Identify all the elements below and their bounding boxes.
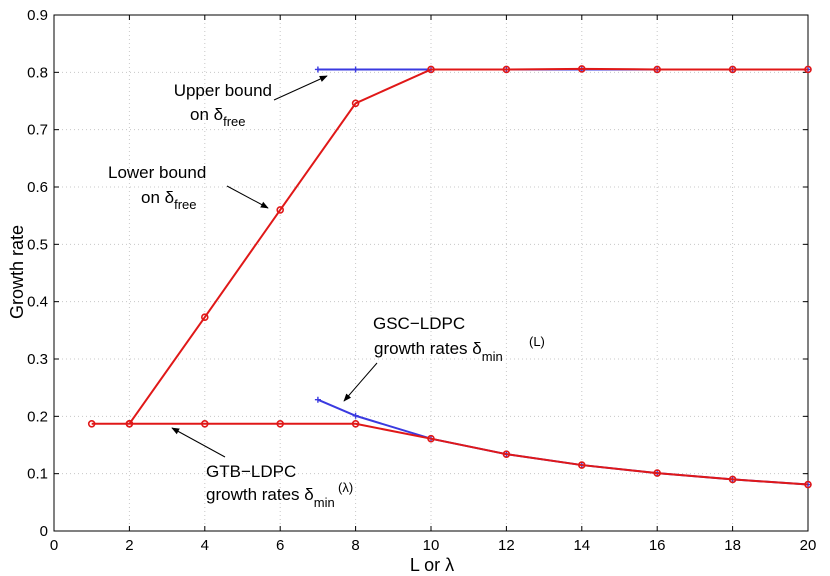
data-point [352,412,359,419]
annotation-gtb-ldpc: GTB−LDPC growth rates δmin (λ) [171,427,353,510]
x-tick-label: 20 [800,537,817,554]
annotation-lower-bound: Lower bound on δfree [108,163,269,212]
annotation-gtb-superscript: (λ) [338,480,353,495]
annotation-lower-subscript: free [174,197,196,212]
data-point [653,65,662,74]
annotation-gsc-line1: GSC−LDPC [373,314,465,333]
y-tick-label: 0.3 [27,351,48,368]
x-tick-label: 6 [276,537,284,554]
data-point [577,65,586,73]
y-tick-label: 0 [40,523,48,540]
data-point [276,419,285,428]
y-tick-label: 0.7 [27,122,48,139]
annotation-lower-delta: on δ [141,188,174,207]
y-tick-label: 0.5 [27,236,48,253]
annotation-gtb-subscript: min [314,495,335,510]
data-point [804,480,812,489]
annotation-gtb-line1: GTB−LDPC [206,462,296,481]
data-point [201,313,209,321]
y-tick-label: 0.9 [27,7,48,24]
data-point [314,66,321,73]
y-tick-label: 0.4 [27,294,48,311]
y-tick-label: 0.6 [27,179,48,196]
annotation-gsc-superscript: (L) [529,334,545,349]
y-tick-label: 0.1 [27,466,48,483]
series-1 [125,65,812,428]
y-tick-label: 0.2 [27,408,48,425]
data-series [87,65,812,489]
annotation-upper-line2: on δfree [190,105,246,129]
annotation-upper-arrow [273,75,328,101]
x-tick-label: 18 [724,537,741,554]
annotation-gsc-arrow [343,362,378,402]
x-tick-label: 16 [649,537,666,554]
annotation-gtb-line2: growth rates δmin [206,485,335,510]
annotation-gsc-delta: growth rates δ [374,339,482,358]
x-tick-label: 2 [125,537,133,554]
data-point [502,65,511,74]
grid [54,15,808,531]
x-tick-label: 8 [351,537,359,554]
annotation-gsc-subscript: min [482,349,503,364]
annotation-lower-line2: on δfree [141,188,197,212]
data-point [427,434,435,443]
x-axis-label: L or λ [410,555,454,575]
x-tick-label: 4 [201,537,209,554]
x-tick-label: 0 [50,537,58,554]
plot-area [53,14,809,532]
annotation-lower-arrow [226,185,269,209]
data-point [804,65,812,74]
data-point [352,66,359,73]
data-point [728,65,737,74]
data-point [87,419,96,428]
annotation-upper-bound: Upper bound on δfree [174,75,328,129]
x-tick-label: 14 [573,537,590,554]
data-point [653,469,662,477]
annotation-lower-line1: Lower bound [108,163,206,182]
data-point [728,475,737,484]
y-tick-label: 0.8 [27,64,48,81]
series-line [128,67,808,425]
annotation-upper-line1: Upper bound [174,81,272,100]
data-point [314,396,321,403]
data-point [427,65,435,74]
annotation-upper-subscript: free [223,114,245,129]
y-axis-label: Growth rate [7,225,27,319]
data-point [577,461,586,469]
data-point [502,450,511,458]
data-point [125,419,134,428]
annotation-upper-delta: on δ [190,105,223,124]
annotation-gsc-line2: growth rates δmin [374,339,503,364]
annotation-gtb-delta: growth rates δ [206,485,314,504]
x-tick-label: 12 [498,537,515,554]
data-point [201,419,209,428]
annotation-gsc-ldpc: GSC−LDPC growth rates δmin (L) [343,314,545,402]
series-line [317,398,809,486]
x-tick-label: 10 [423,537,440,554]
data-point [276,206,285,214]
series-line [91,422,809,486]
data-point [351,419,360,428]
series-3 [87,419,812,489]
annotation-gtb-arrow [171,427,226,458]
axis-ticks: 0 2 4 6 8 10 12 14 16 18 20 0 0.1 0.2 0.3 0.4 0.5 0.6 0.7 0… [27,7,816,554]
data-point [351,99,360,108]
